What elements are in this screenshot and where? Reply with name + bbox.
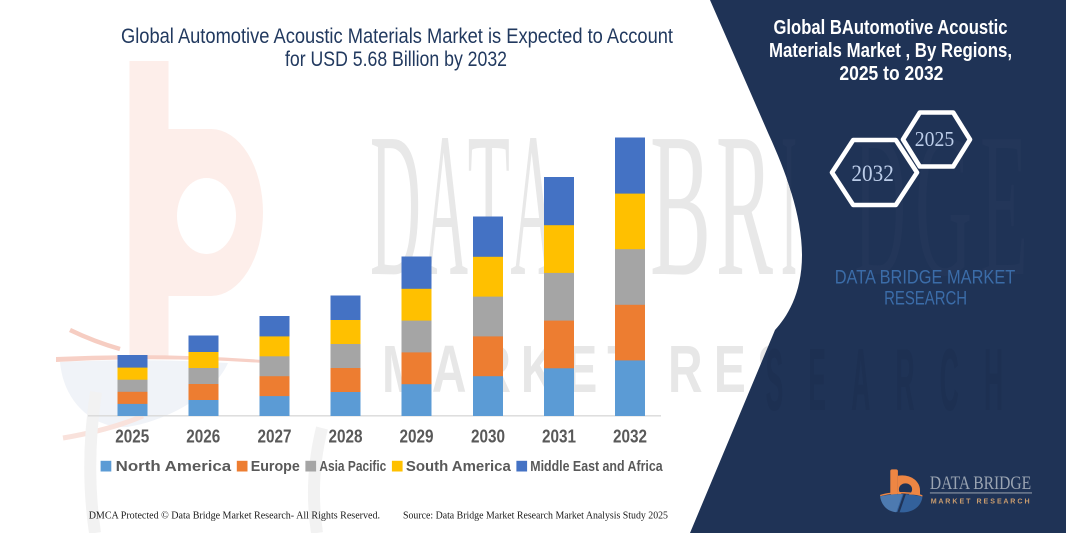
svg-text:R: R xyxy=(716,90,773,319)
svg-text:B: B xyxy=(650,90,711,319)
svg-text:2027: 2027 xyxy=(258,427,292,447)
svg-text:SEARCH: SEARCH xyxy=(766,330,1029,429)
svg-text:Materials Market , By Regions,: Materials Market , By Regions, xyxy=(769,39,1012,62)
svg-text:RESEARCH: RESEARCH xyxy=(884,288,967,310)
svg-text:for USD 5.68 Billion by 2032: for USD 5.68 Billion by 2032 xyxy=(285,47,507,71)
svg-text:Middle East and Africa: Middle East and Africa xyxy=(530,458,663,475)
svg-text:2025: 2025 xyxy=(915,127,954,151)
svg-text:2031: 2031 xyxy=(542,427,576,447)
svg-text:2032: 2032 xyxy=(613,427,647,447)
svg-text:2032: 2032 xyxy=(851,161,893,186)
svg-text:DMCA Protected © Data Bridge M: DMCA Protected © Data Bridge Market Rese… xyxy=(89,510,380,522)
svg-text:Global BAutomotive Acoustic: Global BAutomotive Acoustic xyxy=(774,16,1008,39)
svg-text:2028: 2028 xyxy=(329,427,363,447)
svg-text:E: E xyxy=(980,90,1028,319)
svg-text:2025 to 2032: 2025 to 2032 xyxy=(839,62,943,85)
svg-text:M A R K E T R E S E A R C H: M A R K E T R E S E A R C H xyxy=(931,496,1030,505)
svg-text:2029: 2029 xyxy=(400,427,434,447)
svg-text:2025: 2025 xyxy=(115,427,149,447)
svg-text:Europe: Europe xyxy=(251,458,300,475)
svg-text:North America: North America xyxy=(116,458,232,475)
svg-text:Global Automotive Acoustic Mat: Global Automotive Acoustic Materials Mar… xyxy=(121,24,673,48)
svg-text:Asia Pacific: Asia Pacific xyxy=(319,458,386,475)
svg-text:DATA BRIDGE MARKET: DATA BRIDGE MARKET xyxy=(835,267,1016,289)
svg-text:Source: Data Bridge Market Res: Source: Data Bridge Market Research Mark… xyxy=(403,510,668,522)
svg-text:DATA BRIDGE: DATA BRIDGE xyxy=(930,473,1031,494)
svg-text:2026: 2026 xyxy=(186,427,220,447)
svg-text:2030: 2030 xyxy=(471,427,505,447)
svg-text:South America: South America xyxy=(406,458,512,475)
